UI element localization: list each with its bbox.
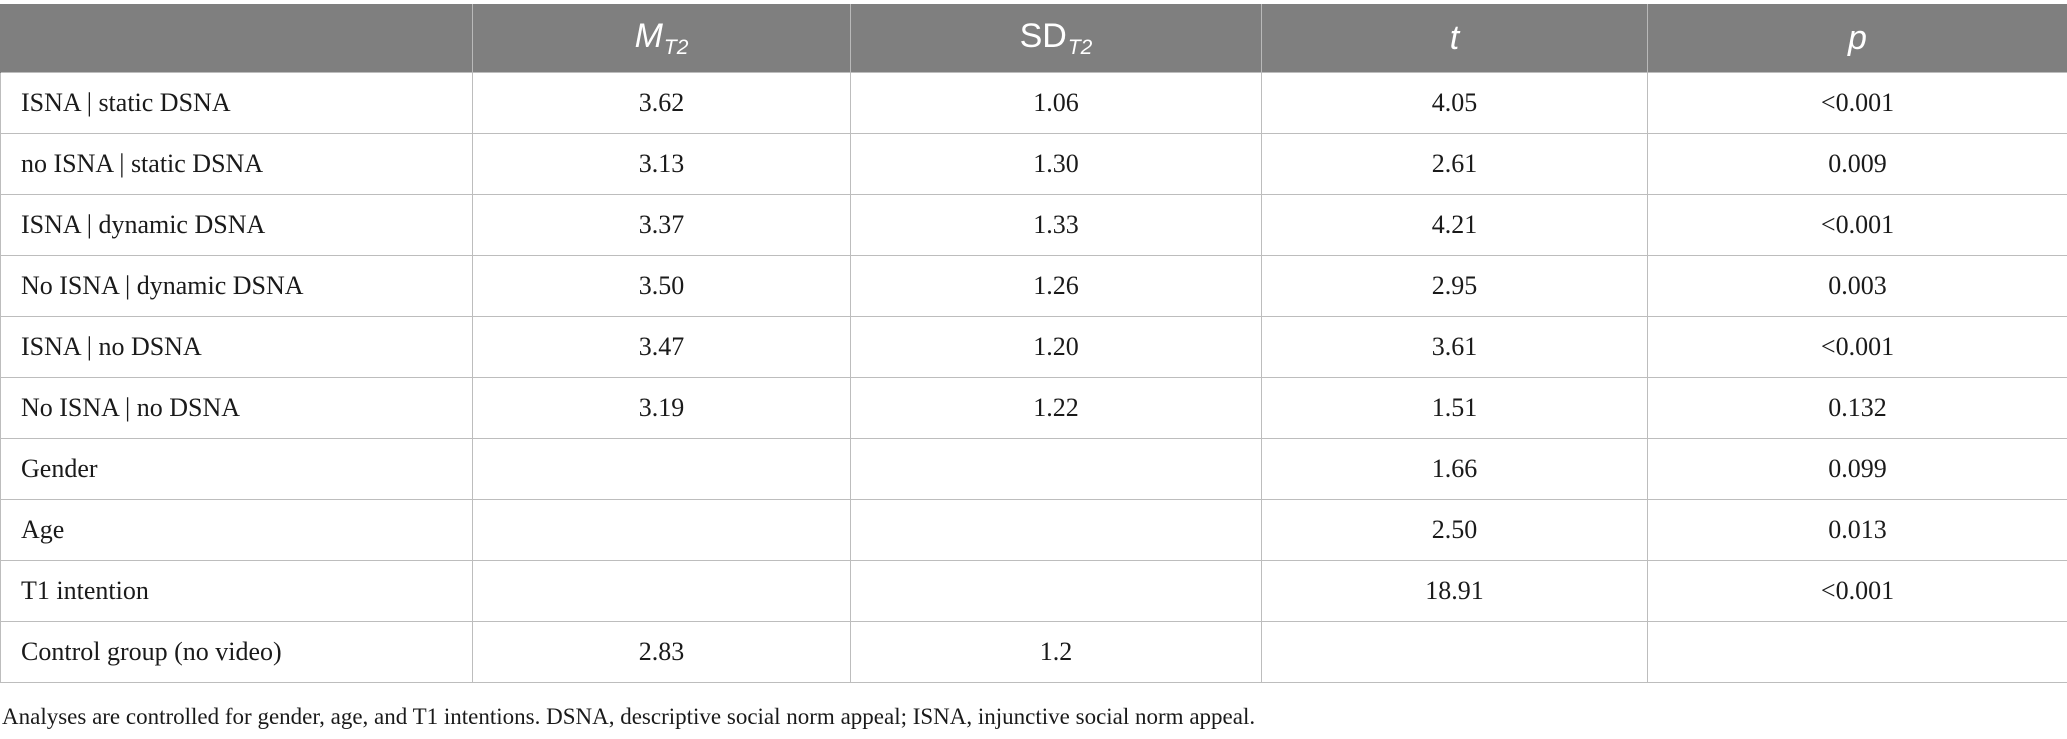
cell-p: <0.001 <box>1647 194 2067 256</box>
cell-mean <box>472 438 851 500</box>
table-header: MT2 SDT2 t p <box>0 4 2067 73</box>
cell-p: 0.003 <box>1647 255 2067 317</box>
cell-sd: 1.22 <box>850 377 1262 439</box>
cell-sd <box>850 560 1262 622</box>
table-row: Control group (no video) 2.83 1.2 <box>0 621 2067 683</box>
row-label: no ISNA | static DSNA <box>0 133 473 195</box>
results-table-container: MT2 SDT2 t p ISNA | static DSNA 3.62 1.0… <box>0 4 2067 683</box>
header-mean-subscript: T2 <box>663 35 689 59</box>
table-row: no ISNA | static DSNA 3.13 1.30 2.61 0.0… <box>0 133 2067 195</box>
cell-sd: 1.20 <box>850 316 1262 378</box>
cell-p: 0.009 <box>1647 133 2067 195</box>
cell-sd: 1.2 <box>850 621 1262 683</box>
cell-t: 1.51 <box>1261 377 1648 439</box>
table-row: Gender 1.66 0.099 <box>0 438 2067 500</box>
cell-t: 4.21 <box>1261 194 1648 256</box>
table-footnote: Analyses are controlled for gender, age,… <box>2 704 1256 729</box>
table-row: ISNA | dynamic DSNA 3.37 1.33 4.21 <0.00… <box>0 194 2067 256</box>
row-label: T1 intention <box>0 560 473 622</box>
header-t-symbol: t <box>1449 18 1460 57</box>
cell-t: 1.66 <box>1261 438 1648 500</box>
cell-mean <box>472 499 851 561</box>
cell-mean: 3.13 <box>472 133 851 195</box>
row-label: No ISNA | dynamic DSNA <box>0 255 473 317</box>
cell-p: 0.013 <box>1647 499 2067 561</box>
cell-mean: 3.47 <box>472 316 851 378</box>
cell-sd: 1.30 <box>850 133 1262 195</box>
row-label: No ISNA | no DSNA <box>0 377 473 439</box>
cell-p: 0.099 <box>1647 438 2067 500</box>
cell-p: <0.001 <box>1647 560 2067 622</box>
table-body: ISNA | static DSNA 3.62 1.06 4.05 <0.001… <box>0 72 2067 683</box>
row-label: ISNA | no DSNA <box>0 316 473 378</box>
results-table: MT2 SDT2 t p ISNA | static DSNA 3.62 1.0… <box>0 4 2067 683</box>
row-label: Gender <box>0 438 473 500</box>
cell-t: 3.61 <box>1261 316 1648 378</box>
cell-mean: 3.37 <box>472 194 851 256</box>
cell-sd <box>850 499 1262 561</box>
cell-sd: 1.33 <box>850 194 1262 256</box>
header-p: p <box>1647 4 2067 73</box>
cell-mean: 3.62 <box>472 72 851 134</box>
header-mean-symbol: M <box>634 16 663 55</box>
cell-p: <0.001 <box>1647 316 2067 378</box>
table-row: No ISNA | dynamic DSNA 3.50 1.26 2.95 0.… <box>0 255 2067 317</box>
table-row: T1 intention 18.91 <0.001 <box>0 560 2067 622</box>
cell-p: <0.001 <box>1647 72 2067 134</box>
cell-t: 18.91 <box>1261 560 1648 622</box>
row-label: Control group (no video) <box>0 621 473 683</box>
cell-mean <box>472 560 851 622</box>
header-sd-subscript: T2 <box>1067 35 1093 59</box>
cell-t: 2.61 <box>1261 133 1648 195</box>
cell-mean: 3.50 <box>472 255 851 317</box>
cell-t <box>1261 621 1648 683</box>
cell-p: 0.132 <box>1647 377 2067 439</box>
header-p-symbol: p <box>1848 18 1867 57</box>
row-label: ISNA | dynamic DSNA <box>0 194 473 256</box>
cell-p <box>1647 621 2067 683</box>
cell-t: 4.05 <box>1261 72 1648 134</box>
header-mean: MT2 <box>472 4 851 73</box>
table-row: No ISNA | no DSNA 3.19 1.22 1.51 0.132 <box>0 377 2067 439</box>
header-t: t <box>1261 4 1648 73</box>
table-row: ISNA | no DSNA 3.47 1.20 3.61 <0.001 <box>0 316 2067 378</box>
cell-sd: 1.26 <box>850 255 1262 317</box>
header-row-label <box>0 4 473 73</box>
row-label: ISNA | static DSNA <box>0 72 473 134</box>
table-row: Age 2.50 0.013 <box>0 499 2067 561</box>
table-row: ISNA | static DSNA 3.62 1.06 4.05 <0.001 <box>0 72 2067 134</box>
cell-mean: 2.83 <box>472 621 851 683</box>
cell-sd: 1.06 <box>850 72 1262 134</box>
cell-t: 2.95 <box>1261 255 1648 317</box>
row-label: Age <box>0 499 473 561</box>
header-sd: SDT2 <box>850 4 1262 73</box>
header-sd-symbol: SD <box>1019 16 1067 55</box>
cell-sd <box>850 438 1262 500</box>
cell-mean: 3.19 <box>472 377 851 439</box>
cell-t: 2.50 <box>1261 499 1648 561</box>
header-row: MT2 SDT2 t p <box>0 4 2067 73</box>
